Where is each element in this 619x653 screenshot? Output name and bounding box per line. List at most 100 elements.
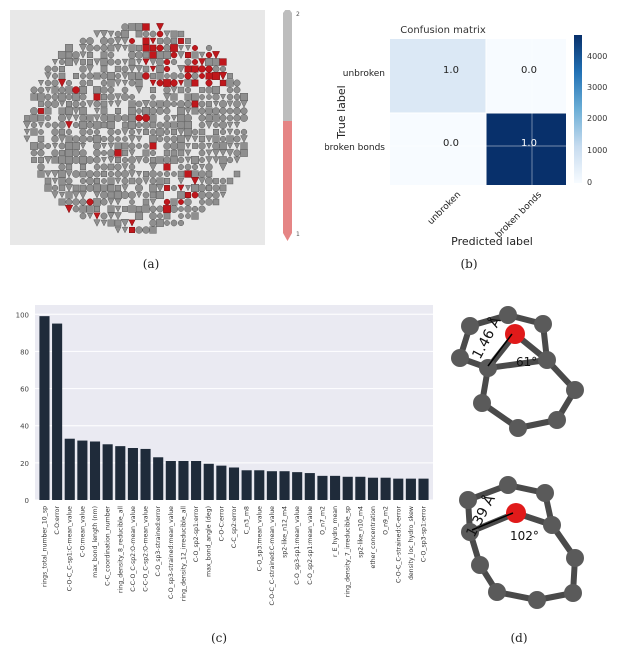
cell-value-0-0: 1.0: [443, 65, 459, 76]
scatter-point-broken: [163, 79, 171, 87]
scatter-point-unbroken: [86, 37, 94, 45]
scatter-point-unbroken: [177, 51, 185, 60]
scatter-point-unbroken: [219, 184, 227, 192]
scatter-point-unbroken: [93, 107, 101, 115]
scatter-point-unbroken: [240, 100, 248, 108]
scatter-point-unbroken: [226, 100, 234, 108]
scatter-point-broken: [142, 58, 150, 66]
scatter-point-unbroken: [204, 176, 214, 186]
bar: [203, 463, 214, 500]
scatter-point-unbroken: [86, 213, 94, 220]
scatter-point-unbroken: [65, 156, 73, 164]
scatter-point-unbroken: [176, 128, 186, 137]
scatter-point-unbroken: [85, 176, 95, 186]
scatter-point-unbroken: [79, 37, 87, 45]
scatter-point-unbroken: [58, 184, 66, 192]
scatter-point-unbroken: [65, 177, 73, 185]
top-bond-length-arrow: [487, 333, 513, 367]
scatter-point-unbroken: [114, 191, 122, 199]
scatter-point-unbroken: [177, 135, 185, 143]
scatter-point-unbroken: [233, 135, 241, 143]
scatter-point-unbroken: [50, 99, 60, 109]
y-tick-label: 40: [20, 423, 29, 431]
scatter-point-unbroken: [135, 121, 143, 129]
scatter-point-unbroken: [51, 149, 59, 157]
scatter-point-unbroken: [142, 107, 150, 115]
scatter-point-unbroken: [72, 170, 80, 178]
scatter-point-unbroken: [114, 142, 122, 150]
scatter-point-unbroken: [143, 171, 149, 177]
scatter-point-unbroken: [114, 58, 122, 66]
scatter-point-unbroken: [79, 170, 87, 178]
scatter-point-unbroken: [156, 191, 164, 199]
x-tick-label: C-C_coordination_number: [105, 506, 112, 586]
scatter-point-unbroken: [219, 100, 227, 108]
scatter-point-unbroken: [233, 114, 241, 122]
scatter-point-broken: [163, 163, 171, 171]
scatter-point-unbroken: [149, 226, 157, 234]
scatter-point-unbroken: [106, 71, 116, 81]
scatter-point-unbroken: [163, 149, 171, 157]
scatter-point-unbroken: [149, 205, 157, 213]
scatter-point-unbroken: [114, 212, 122, 221]
scatter-point-unbroken: [79, 212, 87, 220]
x-tick-label: rings_total_number_10_sp: [41, 506, 48, 587]
scatter-point-unbroken: [212, 128, 220, 136]
scatter-point-unbroken: [86, 58, 94, 66]
scatter-point-unbroken: [86, 65, 94, 74]
scatter-point-unbroken: [100, 157, 108, 164]
scatter-point-unbroken: [204, 121, 214, 130]
scatter-point-unbroken: [149, 30, 157, 38]
scatter-point-broken: [170, 44, 178, 52]
scatter-point-unbroken: [78, 44, 88, 53]
scatter-point-broken: [156, 23, 164, 32]
scatter-point-unbroken: [121, 30, 129, 38]
scatter-point-unbroken: [65, 198, 73, 206]
scatter-point-unbroken: [121, 177, 129, 185]
scatter-point-unbroken: [107, 163, 115, 171]
bar: [165, 461, 176, 500]
scatter-point-unbroken: [240, 114, 248, 122]
scatter-point-unbroken: [170, 37, 178, 45]
scatter-point-unbroken: [205, 156, 213, 165]
scatter-point-unbroken: [30, 86, 38, 94]
scatter-point-unbroken: [134, 211, 144, 221]
scatter-point-unbroken: [128, 170, 136, 179]
scatter-point-broken: [191, 191, 199, 199]
scatter-point-unbroken: [99, 30, 109, 39]
scatter-point-unbroken: [79, 114, 87, 122]
scatter-point-unbroken: [184, 86, 192, 94]
scatter-point-unbroken: [114, 128, 122, 136]
col-label-unbroken: unbroken: [426, 190, 463, 227]
scatter-point-unbroken: [184, 143, 192, 150]
x-tick-label: C-O_sp2-sp1:error: [193, 506, 200, 563]
scatter-point-unbroken: [149, 100, 157, 108]
scatter-point-unbroken: [114, 170, 122, 178]
scatter-point-unbroken: [176, 65, 186, 74]
scatter-point-unbroken: [191, 51, 199, 59]
scatter-point-unbroken: [65, 51, 73, 59]
bar: [355, 476, 366, 500]
scatter-point-broken: [212, 51, 220, 60]
scatter-point-unbroken: [149, 121, 157, 129]
bar: [153, 457, 164, 500]
scatter-point-unbroken: [65, 142, 73, 150]
scatter-point-unbroken: [44, 184, 52, 192]
scatter-point-unbroken: [99, 36, 109, 46]
scatter-point-unbroken: [24, 115, 30, 121]
scatter-point-unbroken: [198, 135, 206, 143]
scatter-point-unbroken: [225, 149, 235, 158]
scatter-point-unbroken: [113, 37, 123, 46]
scatter-point-unbroken: [121, 37, 129, 46]
scatter-point-broken: [163, 198, 171, 206]
scatter-point-unbroken: [100, 51, 108, 59]
scatter-point-unbroken: [157, 38, 163, 44]
scatter-point-unbroken: [149, 149, 157, 157]
scatter-point-unbroken: [191, 163, 199, 171]
scatter-point-unbroken: [86, 51, 94, 59]
scatter-point-unbroken: [212, 184, 220, 192]
scatter-point-unbroken: [107, 198, 115, 206]
scatter-point-unbroken: [100, 79, 108, 87]
scatter-point-unbroken: [192, 143, 198, 149]
scatter-point-unbroken: [121, 226, 129, 234]
